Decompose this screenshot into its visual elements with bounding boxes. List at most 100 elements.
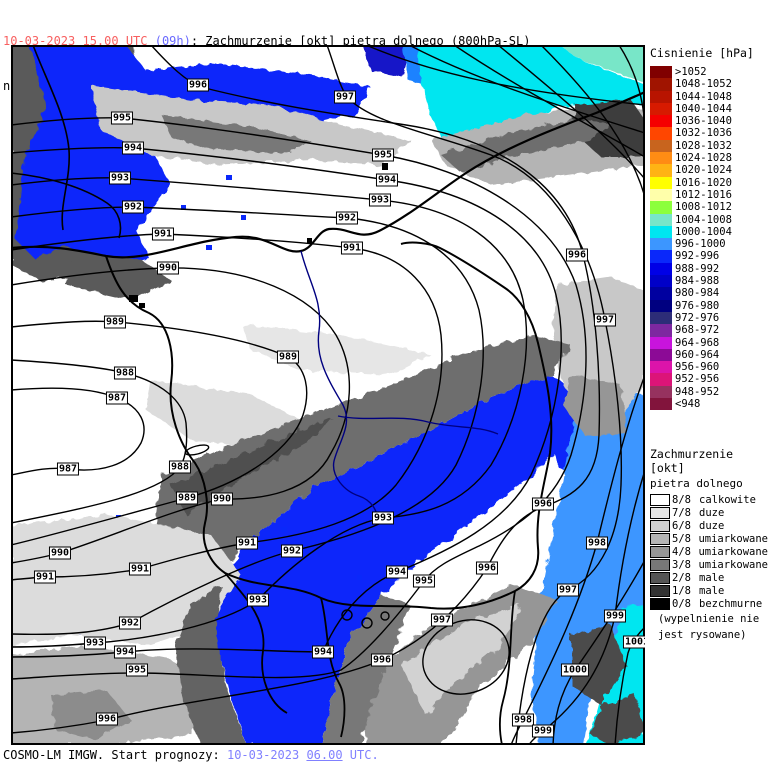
pressure-range-label: 992-996 <box>675 250 720 263</box>
cloud-swatch <box>650 507 670 519</box>
pressure-legend-row: 1048-1052 <box>650 78 768 91</box>
cloud-legend-row: 8/8 calkowite <box>650 494 768 507</box>
pressure-range-label: 1000-1004 <box>675 225 732 238</box>
pressure-legend-row: <948 <box>650 398 768 411</box>
cloud-description: duze <box>699 507 725 519</box>
pressure-swatch <box>650 324 672 337</box>
isobar-label: 1001 <box>622 635 645 649</box>
pressure-range-label: 980-984 <box>675 287 720 300</box>
isobar-labels: 996 997 995 994 995 993 994 993 992 992 991 991 996 9… <box>11 45 645 745</box>
pressure-swatch <box>650 398 672 411</box>
pressure-range-label: 1028-1032 <box>675 139 732 152</box>
isobar-label: 994 <box>375 173 399 187</box>
pressure-swatch <box>650 385 672 399</box>
pressure-swatch <box>650 275 672 288</box>
cloud-swatch <box>650 598 670 610</box>
isobar-label: 991 <box>33 570 57 584</box>
cloud-legend-note2: jest rysowane) <box>658 629 747 641</box>
title-text: : Zachmurzenie [okt] pietra dolnego (800… <box>190 34 531 48</box>
isobar-label: 996 <box>565 248 589 262</box>
cloud-legend-row: 1/8 male <box>650 585 768 598</box>
isobar-995 <box>11 117 587 680</box>
isobar-label: 996 <box>186 78 210 92</box>
cloud-legend-title: Zachmurzenie [okt] <box>650 447 734 475</box>
baltic-coastline <box>11 90 645 259</box>
isobar-label: 988 <box>113 366 137 380</box>
isobar-label: 994 <box>385 565 409 579</box>
cloud-description: male <box>699 585 725 597</box>
pressure-range-label: 1048-1052 <box>675 78 732 91</box>
cloud-description: duze <box>699 520 725 532</box>
pressure-legend-row: 996-1000 <box>650 238 768 251</box>
pressure-legend-title: Cisnienie [hPa] <box>650 46 754 60</box>
pressure-range-label: 1020-1024 <box>675 164 732 177</box>
river-warta <box>337 415 499 435</box>
pressure-range-label: 972-976 <box>675 311 720 324</box>
isobar-998 <box>510 374 645 745</box>
cloud-legend-note1: (wypelnienie nie <box>658 613 760 625</box>
pressure-swatch <box>650 311 672 325</box>
run-time: 15.00 <box>82 34 119 48</box>
isobar-label: 992 <box>280 544 304 558</box>
isobar-label: 994 <box>311 645 335 659</box>
pressure-legend-row: 1036-1040 <box>650 115 768 128</box>
pressure-legend-row: 1008-1012 <box>650 201 768 214</box>
cloud-swatch <box>650 494 670 506</box>
isobar-label: 989 <box>103 315 127 329</box>
pressure-swatch <box>650 78 672 91</box>
cloud-description: umiarkowane <box>698 533 768 545</box>
pressure-swatch <box>650 66 672 79</box>
pressure-legend-row: 1028-1032 <box>650 139 768 153</box>
pressure-legend-row: 972-976 <box>650 311 768 325</box>
pressure-legend-row: 1016-1020 <box>650 176 768 189</box>
cloud-swatch <box>650 559 670 571</box>
cloud-fraction: 8/8 <box>672 494 691 506</box>
pressure-swatch <box>650 102 672 116</box>
isobar-993 <box>11 177 528 648</box>
isobar-label: 993 <box>246 593 270 607</box>
pressure-range-label: 984-988 <box>675 275 720 288</box>
isobar-992 <box>11 206 484 636</box>
isobar-label: 996 <box>475 561 499 575</box>
cloud-description: umiarkowane <box>698 546 768 558</box>
pressure-legend-row: 984-988 <box>650 275 768 288</box>
pressure-swatch <box>650 299 672 312</box>
pressure-range-label: 952-956 <box>675 373 720 386</box>
pressure-legend-row: 976-980 <box>650 299 768 312</box>
cloud-legend-row: 7/8 duze <box>650 507 768 520</box>
footer-model: COSMO-LM IMGW. Start prognozy: <box>3 748 227 762</box>
cloud-fraction: 7/8 <box>672 507 691 519</box>
isobar-label: 996 <box>531 497 555 511</box>
pressure-swatch <box>650 201 672 214</box>
cloud-description: male <box>699 572 725 584</box>
pressure-range-label: 964-968 <box>675 336 720 349</box>
pressure-swatch <box>650 139 672 153</box>
isobar-1001 <box>614 626 645 745</box>
isobar-label: 989 <box>276 350 300 364</box>
city-markers <box>129 163 388 308</box>
isobar-994 <box>11 147 562 658</box>
pressure-legend-row: 1032-1036 <box>650 127 768 140</box>
pressure-range-label: 1032-1036 <box>675 127 732 140</box>
cloud-description: umiarkowane <box>698 559 768 571</box>
pressure-legend-row: 1020-1024 <box>650 164 768 177</box>
isobar-label: 993 <box>108 171 132 185</box>
isobar-label: 989 <box>175 491 199 505</box>
isobar-label: 995 <box>125 663 149 677</box>
isobar-label: 992 <box>118 616 142 630</box>
isobar-label: 1000 <box>560 663 590 677</box>
cloud-legend-row: 2/8 male <box>650 572 768 585</box>
pressure-swatch <box>650 336 672 349</box>
isobar-label: 995 <box>371 148 395 162</box>
pressure-range-label: 968-972 <box>675 324 720 337</box>
cloud-legend-row: 0/8 bezchmurne <box>650 598 768 611</box>
isobar-997-closed <box>422 619 510 695</box>
start-date: 10-03-2023 <box>226 748 307 762</box>
isobar-label: 998 <box>585 536 609 550</box>
pressure-legend-row: >1052 <box>650 66 768 79</box>
river-layer <box>300 250 499 524</box>
pressure-legend-row: 1000-1004 <box>650 225 768 239</box>
cloud-legend-row: 5/8 umiarkowane <box>650 533 768 546</box>
pressure-range-label: 976-980 <box>675 299 720 312</box>
isobar-label: 997 <box>593 313 617 327</box>
